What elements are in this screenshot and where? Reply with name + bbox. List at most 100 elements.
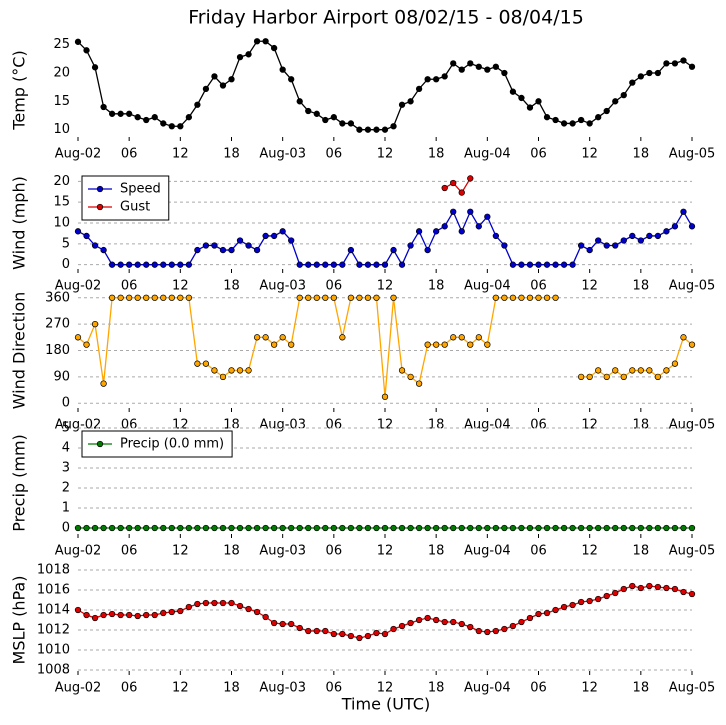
legend: Precip (0.0 mm) <box>81 430 233 458</box>
data-point <box>339 630 346 638</box>
data-point <box>654 232 662 240</box>
data-point <box>194 524 201 532</box>
x-tick-label: 12 <box>581 147 598 162</box>
data-point <box>313 524 320 532</box>
data-point <box>373 126 380 133</box>
data-point <box>629 79 636 86</box>
data-point <box>688 341 696 348</box>
x-tick-label: Aug-02 <box>55 147 102 162</box>
x-tick-label: 12 <box>377 279 394 294</box>
data-point <box>646 524 653 532</box>
data-point <box>407 373 414 381</box>
data-point <box>484 66 491 73</box>
data-point <box>441 524 448 532</box>
x-tick-label: Aug-02 <box>55 544 102 559</box>
data-point <box>270 341 278 348</box>
data-point <box>381 630 389 638</box>
data-point <box>569 120 576 127</box>
data-point <box>253 38 261 45</box>
data-point <box>484 213 491 220</box>
data-point <box>177 524 184 532</box>
data-point <box>415 524 423 532</box>
data-point <box>108 294 116 301</box>
x-tick-label: 18 <box>428 147 445 162</box>
data-point <box>262 232 269 240</box>
data-point <box>663 60 670 67</box>
data-point <box>177 294 184 301</box>
y-tick-label: 270 <box>45 317 70 332</box>
data-point <box>663 228 670 235</box>
data-point <box>219 246 227 254</box>
data-point <box>671 524 679 532</box>
data-point <box>356 126 363 133</box>
data-point <box>381 261 389 268</box>
x-tick-label: Aug-03 <box>259 147 306 162</box>
data-point <box>347 294 355 301</box>
data-point <box>407 98 414 105</box>
data-point <box>646 69 653 77</box>
data-point <box>177 123 184 130</box>
data-point <box>228 246 235 254</box>
data-point <box>228 367 235 374</box>
data-point <box>467 623 474 631</box>
x-axis-label: Time (UTC) <box>341 695 430 714</box>
x-tick-label: 06 <box>121 418 138 433</box>
data-point <box>526 524 534 532</box>
x-tick-label: Aug-02 <box>55 279 102 294</box>
data-point <box>381 126 389 133</box>
data-point <box>288 237 295 244</box>
data-point <box>543 609 551 617</box>
x-tick-label: Aug-05 <box>669 418 716 433</box>
data-point <box>279 228 286 235</box>
data-point <box>134 261 141 268</box>
data-point <box>364 524 372 532</box>
y-tick-label: 180 <box>45 343 70 358</box>
x-tick-label: 12 <box>581 279 598 294</box>
y-tick-label: 2 <box>62 481 70 496</box>
y-tick-label: 20 <box>53 66 70 81</box>
data-point <box>629 367 636 374</box>
x-tick-label: 06 <box>326 418 343 433</box>
data-point <box>91 614 99 622</box>
data-point <box>74 524 82 532</box>
data-point <box>296 98 303 105</box>
y-tick-label: 5 <box>62 236 70 251</box>
x-tick-label: 18 <box>428 681 445 696</box>
x-tick-label: 18 <box>633 147 650 162</box>
data-point <box>518 524 525 532</box>
data-point <box>270 524 278 532</box>
x-tick-label: 06 <box>326 279 343 294</box>
data-point <box>637 237 644 244</box>
data-point <box>305 107 312 115</box>
data-point <box>475 627 482 635</box>
data-point <box>390 625 397 633</box>
data-point <box>330 261 337 268</box>
data-point <box>91 242 99 249</box>
data-point <box>134 524 141 532</box>
data-point <box>177 261 184 268</box>
data-point <box>543 294 551 301</box>
data-point <box>228 599 235 607</box>
x-tick-label: Aug-05 <box>669 544 716 559</box>
data-point <box>629 232 636 240</box>
x-tick-label: Aug-05 <box>669 681 716 696</box>
data-point <box>492 232 500 240</box>
y-tick-label: 1 <box>62 501 70 516</box>
data-point <box>253 524 261 532</box>
data-point <box>339 261 346 268</box>
data-point <box>415 616 423 624</box>
data-point <box>390 294 397 301</box>
data-point <box>236 53 244 61</box>
data-point <box>450 208 457 215</box>
data-point <box>245 605 252 613</box>
data-point <box>253 608 261 616</box>
data-point <box>407 619 414 627</box>
data-point <box>339 334 346 341</box>
x-tick-label: Aug-03 <box>259 418 306 433</box>
y-tick-label: 1010 <box>37 643 70 658</box>
y-axis-label: Wind (mph) <box>10 176 29 270</box>
data-point <box>339 120 346 127</box>
x-tick-label: 12 <box>581 418 598 433</box>
data-point <box>620 237 627 244</box>
data-point <box>296 524 303 532</box>
